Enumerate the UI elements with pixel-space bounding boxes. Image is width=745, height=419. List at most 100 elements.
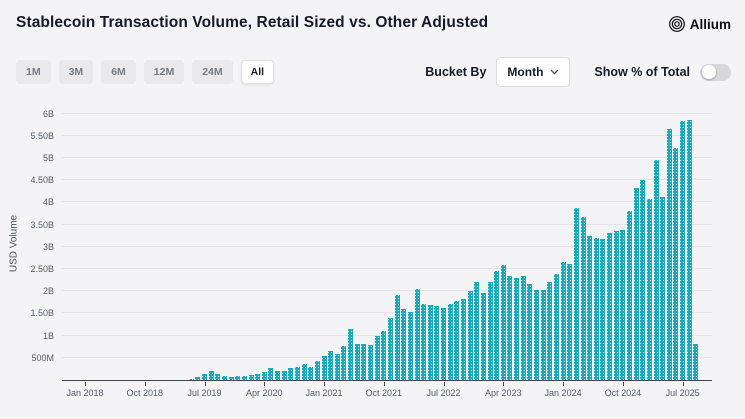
volume-bar [294,367,300,380]
volume-bar [686,120,692,380]
volume-bar [547,282,553,380]
volume-bar [653,160,659,380]
volume-bar [394,295,400,380]
y-tick-label: 3.50B [30,219,54,230]
volume-bar [288,368,294,380]
range-button-24m[interactable]: 24M [192,59,233,85]
volume-bar [646,199,652,380]
gridline [62,268,712,269]
x-tick-label: Jul 2019 [187,388,222,398]
x-tick-label: Oct 2024 [604,388,642,398]
y-tick-label: 1.50B [30,308,54,319]
x-tick [85,382,86,386]
volume-bar [553,274,559,380]
range-selector: 1M 3M 6M 12M 24M All [16,59,275,85]
x-tick-label: Apr 2023 [485,388,522,398]
y-tick-label: 6B [42,108,54,119]
volume-bar [633,188,639,380]
x-tick [144,382,146,386]
gridline [62,112,712,114]
gridline [62,157,712,158]
bucket-by-dropdown[interactable]: Month [496,57,571,87]
volume-bar [673,148,679,380]
range-button-3m[interactable]: 3M [58,59,94,85]
volume-bar [261,372,267,380]
y-tick-label: 5B [42,153,54,163]
volume-bar [221,376,227,380]
volume-bar [188,379,194,380]
show-percent-toggle[interactable] [700,63,731,81]
volume-bar [202,374,208,380]
x-tick [264,382,266,386]
volume-bar [514,278,520,380]
volume-bar [494,271,500,380]
volume-bar [474,282,480,380]
volume-bar [368,345,374,380]
y-tick-label: 1B [42,330,54,341]
y-tick-label: 4B [42,197,54,208]
gridline [62,334,712,336]
volume-bar [460,299,466,380]
volume-bar [613,231,619,380]
volume-bar [195,377,201,380]
volume-bar [560,262,566,380]
volume-bar [341,346,347,380]
volume-bar [387,318,393,380]
volume-bar [487,282,493,380]
bucket-by-value: Month [507,65,544,79]
y-tick-label: 2B [42,286,54,297]
y-tick-label: 4.50B [30,175,54,186]
volume-bar [334,354,340,380]
volume-bar [626,211,632,380]
volume-bar [281,371,287,380]
volume-bar [567,264,573,380]
volume-bar [480,293,486,380]
gridline [62,245,712,247]
range-button-12m[interactable]: 12M [143,59,185,85]
volume-bar [507,276,513,380]
volume-bar [308,367,314,380]
volume-bar [593,238,599,380]
bar-chart-plot-area [62,108,712,381]
volume-bar [620,230,626,380]
gridline [62,179,712,181]
volume-bar [255,374,261,380]
toggle-knob [701,65,716,79]
volume-bar [434,306,440,380]
allium-logo-icon [668,15,686,33]
volume-bar [427,305,433,380]
range-button-6m[interactable]: 6M [101,59,136,85]
y-tick-label: 5.50B [30,130,54,141]
volume-bar [600,239,606,380]
x-tick [622,382,624,386]
volume-bar [235,376,241,380]
volume-bar [301,364,307,380]
range-button-1m[interactable]: 1M [16,59,51,85]
volume-bar [587,236,593,380]
gridline [62,223,712,225]
volume-bar [693,344,699,380]
y-tick-label: 500M [31,352,54,363]
volume-bar [467,291,473,380]
volume-bar [215,374,221,380]
volume-bar [573,208,579,380]
volume-bar [540,290,546,380]
y-tick-label: 2.50B [30,264,54,274]
show-percent-label: Show % of Total [594,65,690,79]
controls-bar: 1M 3M 6M 12M 24M All Bucket By Month Show % o… [16,56,731,88]
x-axis: Jan 2018 Oct 2018 Jul 2019 Apr 2020 Jan 2021… [62,382,712,406]
range-button-all[interactable]: All [240,59,275,85]
volume-bar [607,233,613,380]
volume-bar [381,331,387,380]
x-tick [503,382,505,386]
gridline [62,312,712,314]
volume-bar [454,301,460,380]
y-tick-label: 3B [42,241,54,252]
volume-bar [314,361,320,380]
volume-bar [447,304,453,380]
volume-bar [354,344,360,380]
x-tick-label: Jan 2024 [544,388,582,398]
volume-bar [640,180,646,380]
gridline [62,290,712,292]
x-tick [443,382,445,386]
